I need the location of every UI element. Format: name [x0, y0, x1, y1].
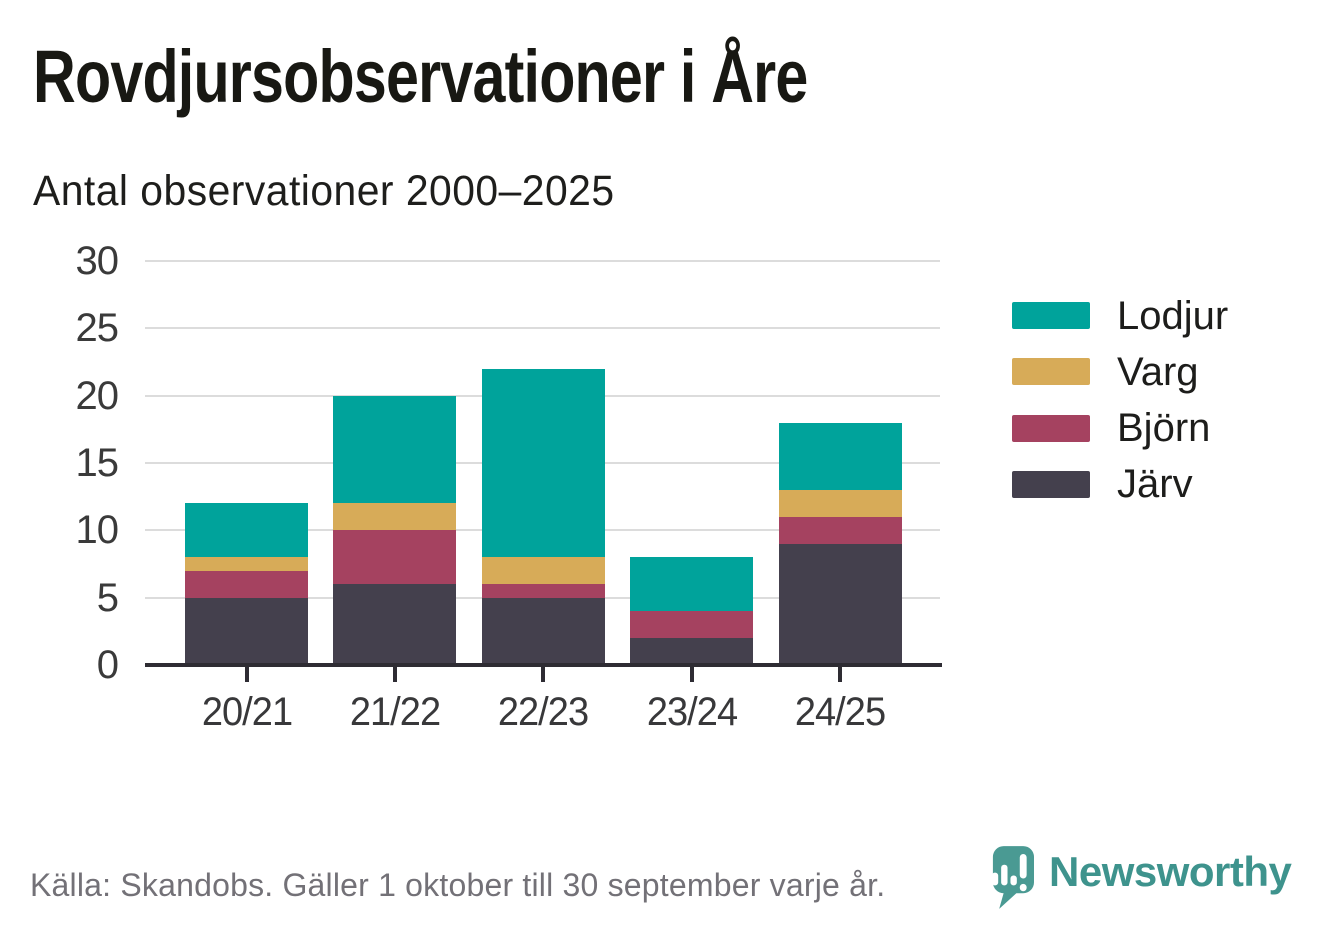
plot-area: [145, 260, 940, 665]
bar-20/21: [185, 503, 308, 665]
legend-swatch-varg: [1012, 358, 1090, 386]
bar-segment-björn-20/21: [185, 570, 308, 598]
x-axis-label-21/22: 21/22: [349, 690, 441, 734]
bar-24/25: [778, 422, 902, 665]
bar-23/24: [630, 557, 754, 665]
newsworthy-logo-icon: [991, 846, 1034, 909]
bar-segment-björn-24/25: [778, 516, 902, 544]
legend-label-björn: Björn: [1117, 406, 1211, 451]
legend-swatch-björn: [1012, 414, 1090, 442]
bar-segment-järv-24/25: [778, 543, 902, 665]
legend-label-järv: Järv: [1117, 462, 1193, 507]
bar-21/22: [333, 395, 457, 665]
bar-segment-lodjur-23/24: [630, 557, 754, 612]
gridline-25: [145, 327, 940, 330]
x-axis-tick-20/21: [244, 665, 249, 682]
brand-wordmark: Newsworthy: [1049, 848, 1292, 895]
y-axis-label-20: 20: [75, 373, 120, 418]
bar-segment-björn-23/24: [630, 611, 754, 639]
x-axis-tick-23/24: [689, 665, 694, 682]
x-axis-label-23/24: 23/24: [646, 690, 738, 734]
x-axis-tick-22/23: [541, 665, 546, 682]
y-axis-label-10: 10: [75, 508, 120, 553]
brand-lockup: Newsworthy: [983, 846, 1292, 909]
x-axis-tick-24/25: [838, 665, 843, 682]
bar-segment-björn-21/22: [333, 530, 457, 585]
bar-segment-järv-22/23: [481, 597, 605, 665]
source-note: Källa: Skandobs. Gäller 1 oktober till 3…: [30, 867, 886, 903]
bar-segment-björn-22/23: [481, 584, 605, 598]
y-axis-label-0: 0: [96, 643, 119, 687]
gridline-30: [145, 260, 940, 262]
bar-segment-lodjur-20/21: [185, 503, 308, 558]
bar-segment-järv-23/24: [630, 638, 754, 665]
legend-item-lodjur: Lodjur: [1012, 296, 1228, 336]
bar-segment-lodjur-22/23: [481, 368, 605, 558]
bar-22/23: [481, 368, 605, 665]
legend-item-varg: Varg: [1012, 352, 1199, 392]
chart-subtitle: Antal observationer 2000–2025: [33, 167, 615, 215]
x-axis-label-20/21: 20/21: [201, 690, 292, 734]
bar-segment-lodjur-21/22: [333, 395, 457, 504]
bar-segment-järv-20/21: [185, 597, 308, 665]
bar-segment-järv-21/22: [333, 584, 457, 665]
y-axis-label-30: 30: [75, 239, 120, 283]
x-axis-label-24/25: 24/25: [794, 690, 886, 734]
legend-swatch-järv: [1012, 470, 1090, 498]
x-axis-tick-21/22: [392, 665, 397, 682]
legend-label-lodjur: Lodjur: [1117, 293, 1229, 338]
bar-segment-varg-21/22: [333, 503, 457, 531]
x-axis-label-22/23: 22/23: [498, 690, 589, 734]
y-axis-label-15: 15: [75, 441, 120, 485]
legend-label-varg: Varg: [1117, 349, 1199, 394]
y-axis-label-5: 5: [96, 575, 119, 620]
legend-item-järv: Järv: [1012, 464, 1193, 504]
bar-segment-lodjur-24/25: [778, 422, 902, 491]
chart-title: Rovdjursobservationer i Åre: [33, 35, 808, 118]
y-axis-label-25: 25: [75, 306, 120, 351]
bar-segment-varg-20/21: [185, 557, 308, 571]
legend-item-björn: Björn: [1012, 408, 1210, 448]
bar-segment-varg-24/25: [778, 490, 902, 517]
legend-swatch-lodjur: [1012, 302, 1090, 329]
bar-segment-varg-22/23: [481, 557, 605, 585]
